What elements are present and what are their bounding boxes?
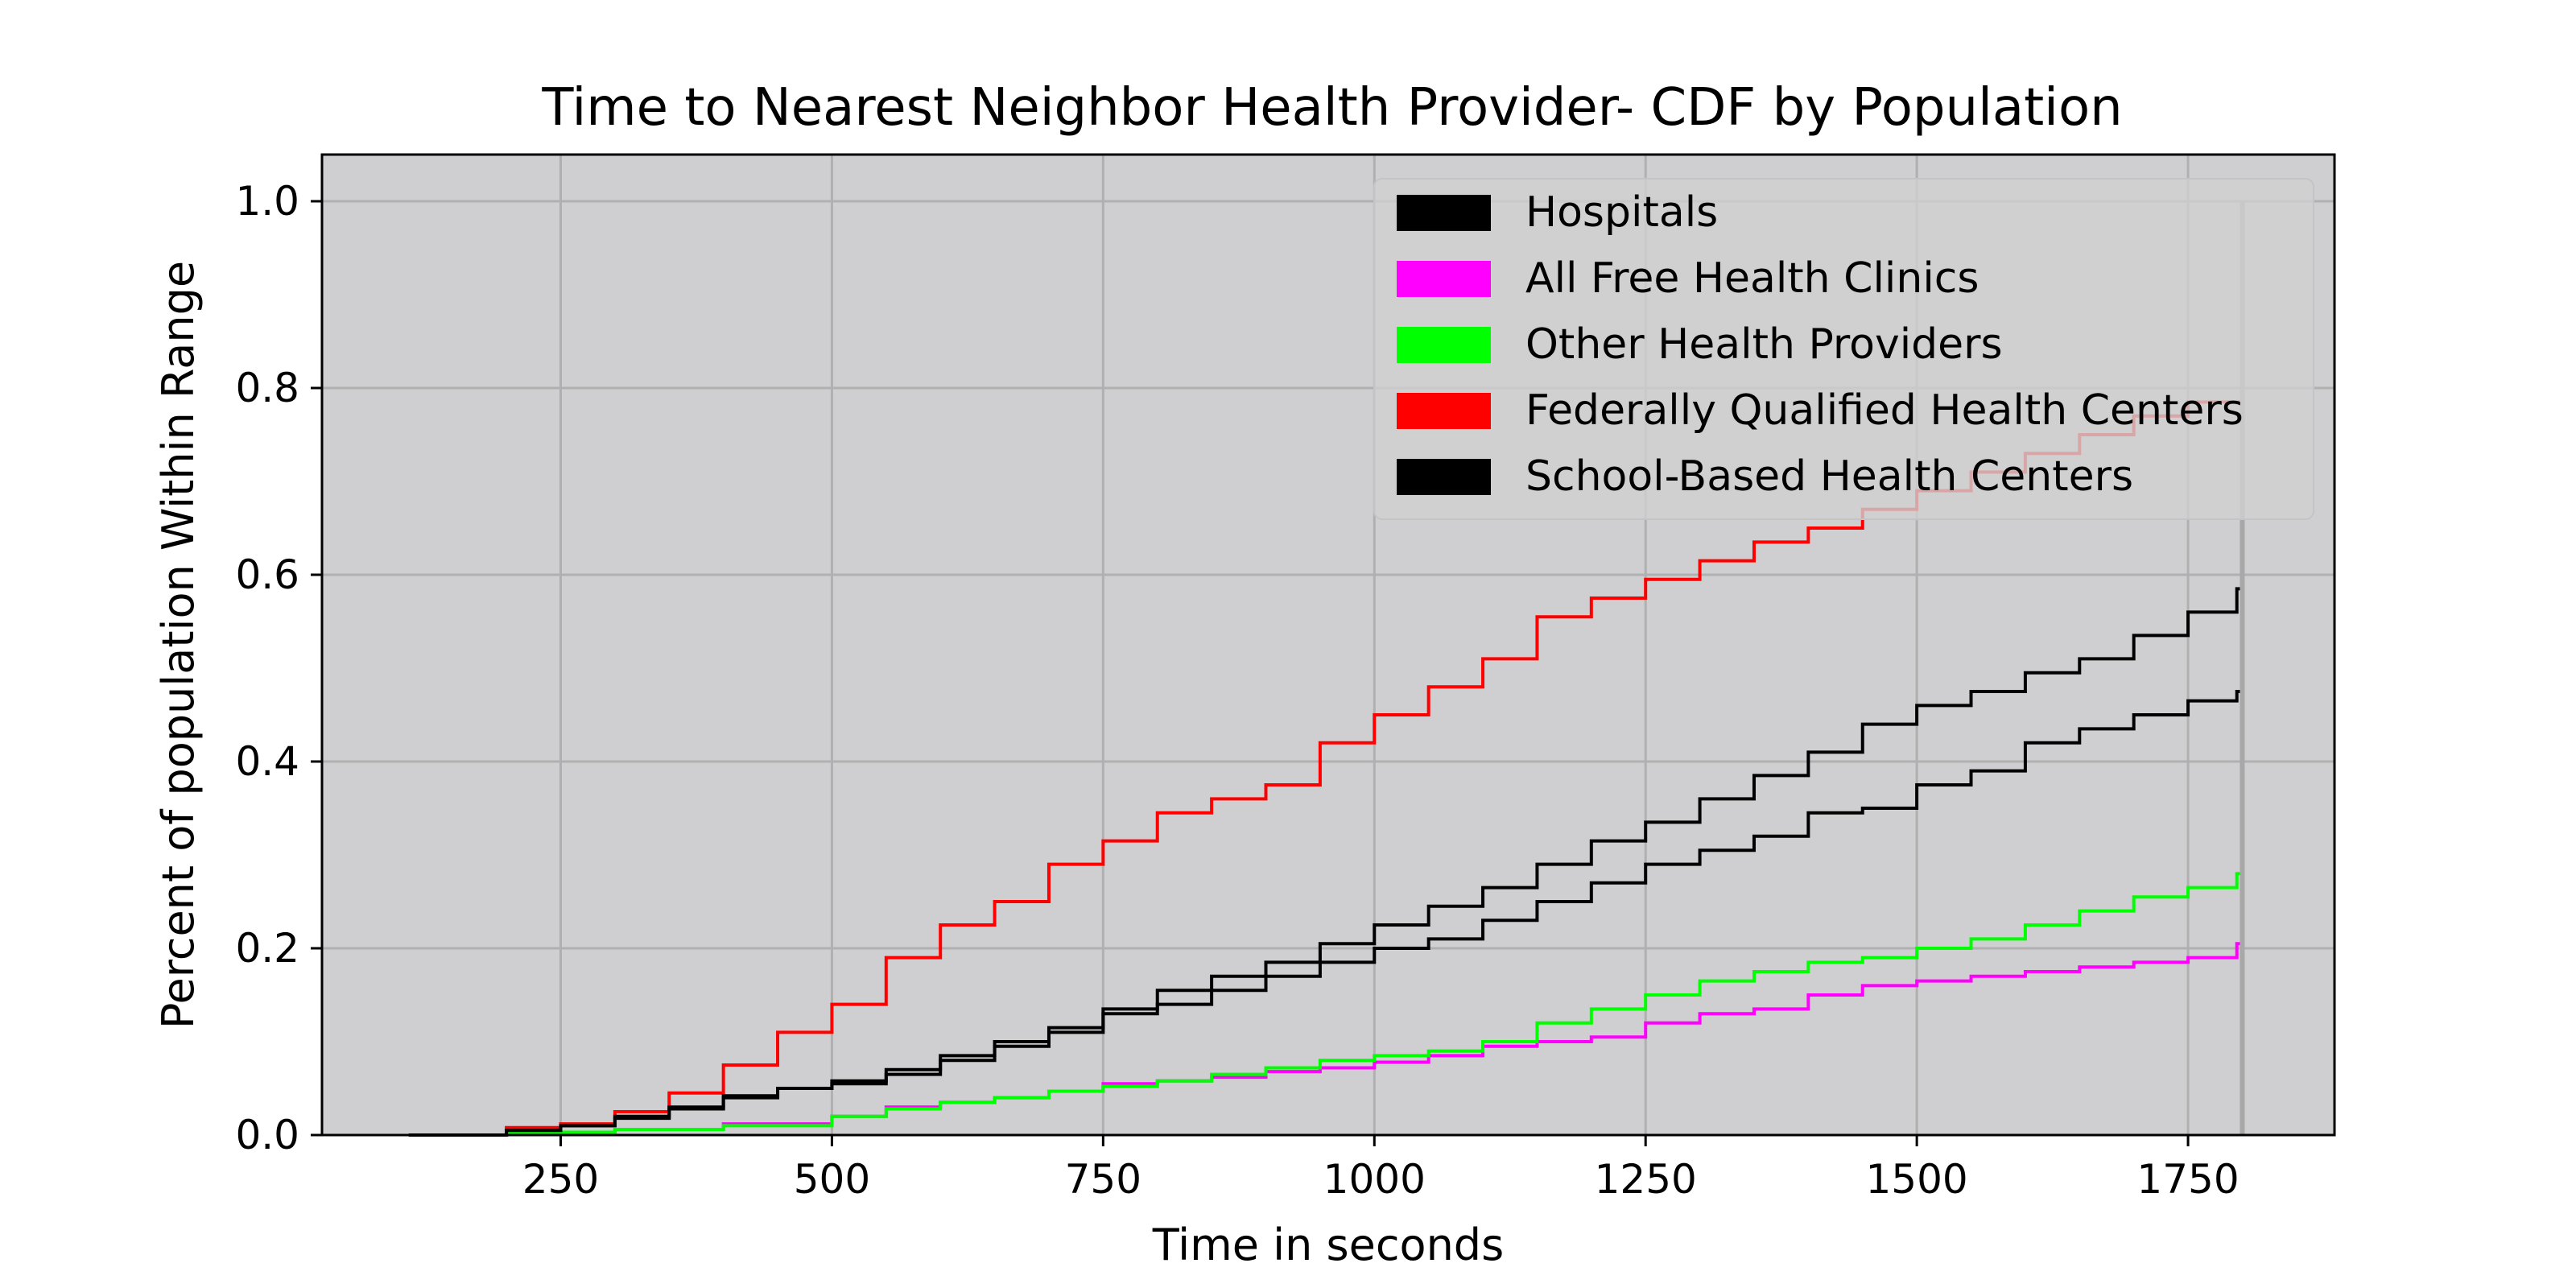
legend-label: Other Health Providers <box>1525 320 2003 369</box>
x-tick-label: 500 <box>794 1156 870 1203</box>
plot-frame <box>320 153 2336 1137</box>
series-line-2 <box>408 687 2244 1137</box>
legend-swatch <box>1397 393 1491 429</box>
legend-label: Hospitals <box>1525 188 1718 237</box>
series-line-1 <box>408 873 2244 1137</box>
y-tick-label: 0.4 <box>235 738 299 785</box>
x-tick-label: 1750 <box>2136 1156 2239 1203</box>
x-axis-label: Time in seconds <box>1152 1220 1504 1270</box>
legend-swatch <box>1397 459 1491 495</box>
legend-swatch <box>1397 195 1491 231</box>
y-tick-label: 0.8 <box>235 365 299 411</box>
legend-label: Federally Qualified Health Centers <box>1525 386 2244 435</box>
legend-items: Hospitals All Free Health Clinics Other He… <box>1397 188 2244 501</box>
x-tick-label: 1000 <box>1323 1156 1426 1203</box>
y-tick-label: 0.2 <box>235 925 299 972</box>
x-tick-label: 250 <box>522 1156 599 1203</box>
x-tick-label: 1250 <box>1595 1156 1697 1203</box>
y-axis-label: Percent of population Within Range <box>153 261 204 1029</box>
chart-title: Time to Nearest Neighbor Health Provider… <box>541 78 2122 138</box>
legend: Hospitals All Free Health Clinics Other He… <box>1373 178 2314 520</box>
x-axis-ticks: 250 500 750 1000 1250 1500 1750 <box>522 1135 2240 1203</box>
legend-box <box>1373 178 2314 520</box>
y-axis-ticks: 0.0 0.2 0.4 0.6 0.8 1.0 <box>235 178 322 1158</box>
legend-swatch <box>1397 261 1491 297</box>
y-tick-label: 0.6 <box>235 551 299 598</box>
y-tick-label: 1.0 <box>235 178 299 225</box>
legend-label: School-Based Health Centers <box>1525 452 2133 501</box>
y-tick-label: 0.0 <box>235 1112 299 1158</box>
x-tick-label: 750 <box>1065 1156 1141 1203</box>
x-tick-label: 1500 <box>1866 1156 1968 1203</box>
series-line-4 <box>408 518 2244 1137</box>
legend-swatch <box>1397 327 1491 363</box>
legend-label: All Free Health Clinics <box>1525 254 1979 303</box>
